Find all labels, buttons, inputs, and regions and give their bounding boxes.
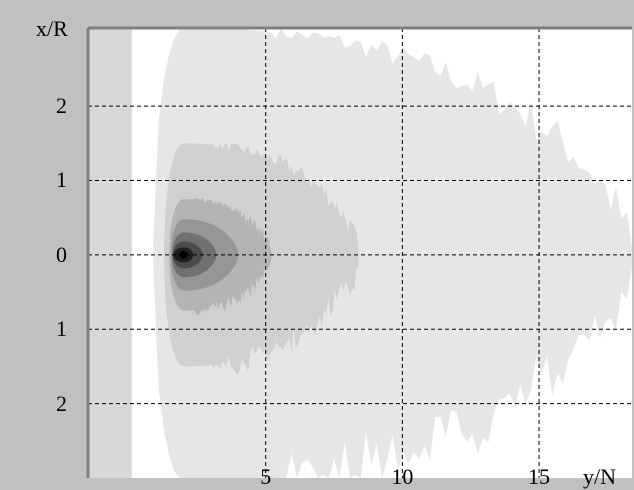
contour-layer [153, 28, 633, 478]
y-tick-label: 0 [56, 241, 67, 267]
density-level-1 [153, 28, 633, 478]
x-tick-label: 15 [528, 464, 551, 489]
grid-layer [88, 28, 632, 478]
y-tick-label: 2 [56, 93, 67, 119]
x-tick-label: 10 [391, 464, 414, 489]
y-tick-label: 2 [56, 390, 67, 416]
y-tick-label: 1 [56, 167, 67, 193]
x-axis-label: y/N [583, 464, 616, 489]
x-tick-label: 5 [260, 464, 272, 489]
axis-layer [86, 26, 632, 478]
y-axis-label: x/R [36, 16, 68, 41]
y-tick-label: 1 [56, 316, 67, 342]
left-strip [88, 28, 132, 478]
density-core [179, 250, 188, 259]
